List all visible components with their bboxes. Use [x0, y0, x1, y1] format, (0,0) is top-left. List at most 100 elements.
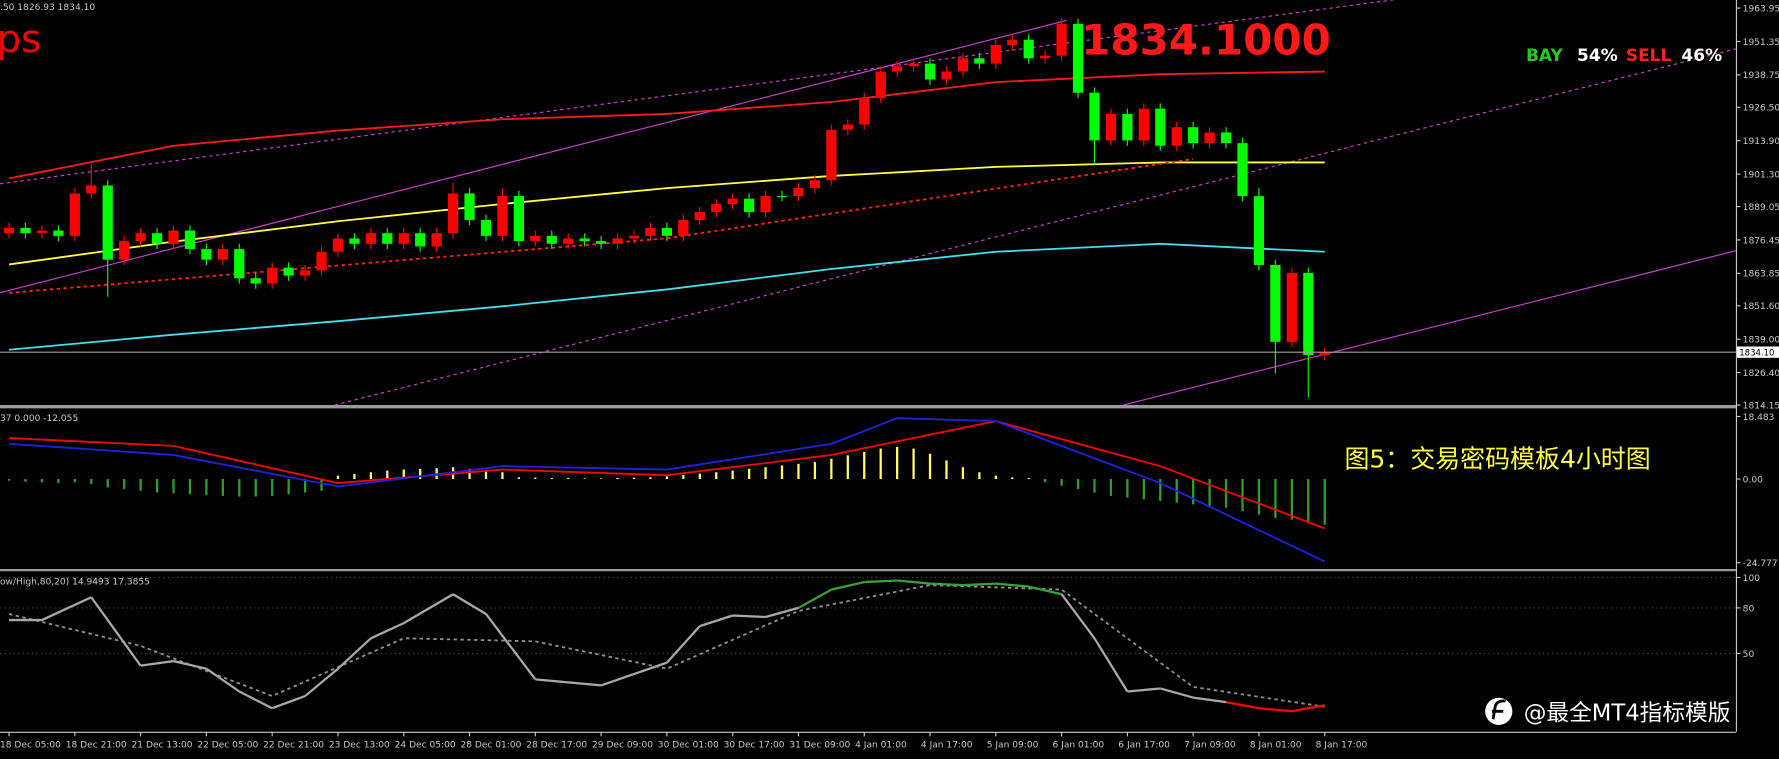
- candle-body: [184, 230, 196, 250]
- candle-body: [793, 188, 804, 197]
- x-tick-label: 30 Dec 17:00: [724, 741, 785, 751]
- macd-bar: [797, 463, 800, 480]
- y-tick-label: 0.00: [1743, 475, 1763, 485]
- candle-body: [1286, 272, 1297, 342]
- macd-bar: [1060, 479, 1063, 486]
- macd-bar: [567, 477, 570, 480]
- y-tick-label: 1951.35: [1743, 38, 1779, 48]
- x-tick-label: 18 Dec 21:00: [66, 741, 127, 751]
- candle-body: [1319, 352, 1330, 356]
- candle-body: [612, 238, 623, 244]
- macd-bar: [1192, 479, 1195, 505]
- candle-body: [744, 198, 755, 212]
- moving-average: [8, 70, 1325, 180]
- stochastic-segment: [699, 614, 734, 628]
- macd-bar: [1241, 479, 1244, 512]
- macd-bar: [945, 460, 948, 480]
- candle-body: [250, 278, 261, 284]
- macd-bar: [632, 477, 636, 480]
- candle-body: [645, 227, 656, 236]
- macd-bar: [238, 479, 241, 497]
- candle-body: [382, 233, 393, 244]
- y-tick-label: 18.483: [1743, 413, 1775, 423]
- candle-body: [3, 227, 15, 234]
- y-tick-label: 1901.30: [1743, 170, 1779, 180]
- candle-body: [497, 196, 508, 236]
- candle-body: [234, 249, 245, 279]
- candle-body: [1040, 55, 1051, 59]
- macd-bar: [1076, 479, 1080, 490]
- macd-line: [9, 417, 1326, 563]
- macd-bar: [468, 468, 471, 480]
- candle-body: [431, 233, 442, 247]
- candle-body: [678, 219, 689, 236]
- candle-body: [267, 267, 278, 284]
- y-tick-label: 1876.45: [1743, 236, 1779, 246]
- stochastic-segment: [666, 625, 701, 664]
- macd-bar: [155, 479, 159, 493]
- macd-bar: [879, 448, 882, 480]
- y-tick-label: 1814.15: [1743, 401, 1779, 411]
- y-tick-label: 1889.05: [1743, 203, 1779, 213]
- macd-bar: [221, 479, 224, 496]
- candle-body: [1270, 264, 1281, 342]
- x-tick-label: 6 Jan 01:00: [1053, 741, 1105, 751]
- macd-bar: [912, 448, 915, 480]
- candle-body: [661, 227, 672, 236]
- macd-bar: [287, 479, 290, 495]
- x-tick-label: 8 Jan 17:00: [1316, 741, 1368, 751]
- macd-bar: [484, 470, 488, 480]
- x-tick-label: 7 Jan 09:00: [1184, 741, 1236, 751]
- x-tick-label: 24 Dec 05:00: [395, 741, 456, 751]
- y-tick-label: 50: [1743, 650, 1755, 660]
- candle-body: [464, 193, 475, 220]
- candle-body: [530, 235, 541, 242]
- candle-body: [694, 211, 705, 220]
- macd-bar: [698, 473, 701, 480]
- candle-body: [1105, 113, 1117, 141]
- macd-bar: [599, 478, 603, 480]
- stochastic-segment: [1159, 687, 1194, 699]
- candle-body: [1122, 113, 1133, 141]
- y-tick-label: 1839.00: [1743, 336, 1779, 346]
- macd-bar: [1126, 479, 1129, 498]
- macd-bar: [172, 479, 175, 494]
- stochastic-segment: [1291, 704, 1325, 713]
- candle-body: [398, 233, 409, 244]
- macd-bar: [715, 472, 718, 480]
- macd-bar: [780, 465, 784, 480]
- macd-bar: [139, 479, 142, 491]
- y-tick-label: 1913.90: [1743, 137, 1779, 147]
- moving-average: [8, 161, 1325, 266]
- macd-bar: [665, 476, 669, 480]
- stochastic-segment: [897, 579, 931, 585]
- y-tick-label: 1938.75: [1743, 71, 1779, 81]
- macd-bar: [830, 458, 833, 480]
- x-tick-label: 22 Dec 21:00: [263, 741, 324, 751]
- x-tick-label: 5 Jan 09:00: [987, 741, 1039, 751]
- candle-body: [447, 193, 459, 234]
- candle-body: [760, 196, 771, 212]
- candle-body: [924, 63, 936, 80]
- candle-body: [1204, 132, 1215, 144]
- x-tick-label: 29 Dec 09:00: [592, 741, 653, 751]
- candle-body: [563, 238, 574, 244]
- macd-bar: [863, 451, 866, 480]
- candle-body: [168, 230, 179, 244]
- current-price-box: [1737, 346, 1779, 358]
- candle-body: [809, 180, 821, 189]
- candle-body: [776, 196, 788, 198]
- x-tick-label: 4 Jan 01:00: [855, 741, 907, 751]
- candle-body: [974, 58, 985, 64]
- price-banner: 1834.1000: [1081, 15, 1331, 64]
- candle-body: [1089, 92, 1100, 141]
- macd-bar: [846, 455, 849, 480]
- macd-bar: [1290, 479, 1293, 520]
- x-tick-label: 28 Dec 01:00: [460, 741, 521, 751]
- moving-average: [8, 242, 1325, 351]
- macd-bar: [7, 479, 11, 481]
- candle-body: [119, 241, 130, 260]
- candle-body: [908, 63, 919, 67]
- sell-label: SELL: [1626, 46, 1672, 66]
- macd-bar: [813, 462, 817, 480]
